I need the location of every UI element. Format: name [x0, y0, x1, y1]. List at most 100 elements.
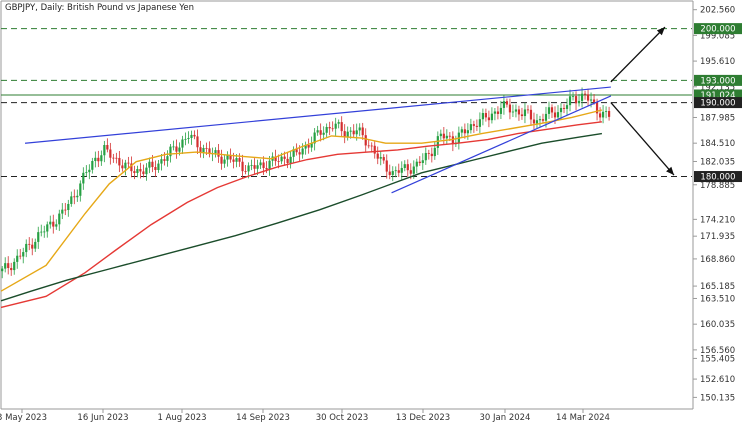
- candle-body: [379, 157, 382, 159]
- candle-body: [61, 209, 64, 214]
- y-tick-label: 171.935: [700, 232, 735, 242]
- candle-body: [331, 128, 334, 130]
- y-tick-label: 182.035: [700, 157, 735, 167]
- candle-body: [214, 150, 217, 154]
- candle-body: [496, 111, 500, 114]
- trendlines: [24, 86, 612, 194]
- y-tick-label: 202.560: [700, 6, 735, 16]
- candle-body: [40, 231, 43, 233]
- level-label-box: [694, 171, 742, 183]
- candle-body: [115, 157, 118, 159]
- candle-body: [355, 130, 358, 135]
- candle-body: [523, 109, 527, 117]
- candle-body: [484, 113, 487, 118]
- candle-body: [133, 171, 136, 174]
- candle-body: [418, 161, 421, 164]
- chart-title: GBPJPY, Daily: British Pound vs Japanese…: [5, 3, 194, 13]
- horizontal-levels: [1, 28, 692, 178]
- candle-body: [82, 172, 85, 184]
- candle-body: [148, 161, 151, 168]
- candle-body: [397, 170, 400, 173]
- candle-body: [37, 232, 40, 242]
- candle-body: [427, 152, 430, 154]
- candle-body: [268, 160, 271, 170]
- candle-body: [388, 171, 391, 175]
- candle-body: [34, 241, 37, 249]
- candle-body: [79, 183, 82, 196]
- level-label-box: [694, 23, 742, 35]
- y-tick-label: 178.885: [700, 181, 735, 191]
- candle-body: [25, 243, 28, 253]
- candle-body: [442, 133, 445, 139]
- candle-body: [154, 167, 157, 171]
- candle-body: [439, 133, 442, 137]
- candle-body: [175, 146, 178, 152]
- candle-body: [511, 111, 515, 113]
- candle-body: [481, 113, 484, 120]
- candle-body: [535, 120, 539, 124]
- candle-body: [238, 158, 241, 162]
- y-tick-label: 152.610: [700, 375, 735, 385]
- candle-body: [136, 169, 139, 174]
- candle-body: [178, 147, 181, 152]
- moving-average-line: [0, 109, 603, 292]
- candle-body: [595, 101, 599, 114]
- candle-body: [124, 162, 127, 169]
- candle-body: [436, 136, 439, 148]
- x-tick-label: 30 Oct 2023: [316, 413, 369, 423]
- candle-body: [298, 152, 301, 155]
- candle-body: [319, 130, 322, 135]
- candle-body: [364, 135, 367, 146]
- trendline: [24, 86, 611, 144]
- candle-body: [229, 155, 232, 160]
- candle-body: [421, 160, 424, 164]
- x-tick-label: 13 Dec 2023: [396, 413, 450, 423]
- candle-body: [598, 113, 602, 118]
- candle-body: [265, 168, 268, 170]
- candle-body: [199, 147, 202, 153]
- candle-body: [604, 111, 608, 112]
- candle-body: [139, 169, 142, 172]
- candle-body: [403, 164, 406, 168]
- candle-body: [217, 150, 220, 157]
- candle-body: [559, 107, 563, 113]
- candle-body: [91, 161, 94, 170]
- candle-body: [127, 162, 130, 164]
- candle-body: [334, 123, 337, 129]
- candle-body: [385, 160, 388, 172]
- candle-body: [130, 163, 133, 172]
- y-tick-label: 168.860: [700, 255, 735, 265]
- x-tick-label: 1 Aug 2023: [157, 413, 206, 423]
- candle-body: [286, 158, 289, 164]
- candle-body: [292, 149, 295, 157]
- candle-body: [313, 132, 316, 144]
- arrow-head: [656, 27, 665, 36]
- candle-body: [373, 145, 376, 154]
- candle-body: [541, 119, 545, 121]
- candle-body: [64, 209, 67, 211]
- y-tick-label: 150.135: [700, 393, 735, 403]
- candle-body: [58, 213, 61, 225]
- candle-body: [226, 155, 229, 160]
- candle-body: [256, 165, 259, 169]
- candle-body: [73, 196, 76, 198]
- candle-body: [592, 99, 596, 102]
- candle-body: [172, 146, 175, 148]
- candle-body: [52, 221, 55, 227]
- y-tick-label: 160.035: [700, 320, 735, 330]
- candle-body: [28, 243, 31, 245]
- candle-body: [97, 157, 100, 162]
- candle-body: [553, 112, 557, 118]
- candle-body: [325, 127, 328, 133]
- candle-body: [307, 144, 310, 148]
- candle-body: [184, 138, 187, 140]
- candle-body: [562, 107, 566, 109]
- candle-body: [589, 99, 593, 101]
- candle-body: [451, 136, 454, 145]
- candle-body: [70, 196, 73, 204]
- x-tick-label: 30 Jan 2024: [480, 413, 531, 423]
- candle-body: [190, 134, 193, 138]
- candle-body: [253, 165, 256, 169]
